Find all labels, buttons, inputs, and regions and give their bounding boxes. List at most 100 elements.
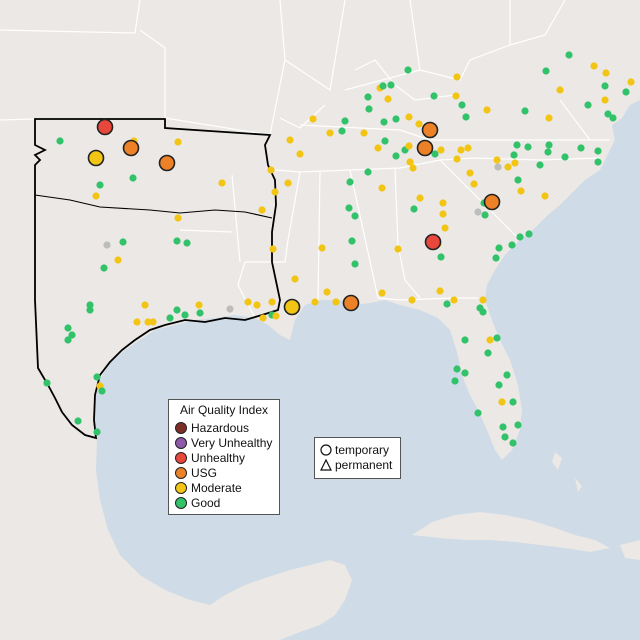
monitor-moderate[interactable] — [323, 288, 331, 296]
monitor-good[interactable] — [493, 334, 501, 342]
monitor-good[interactable] — [86, 301, 94, 309]
monitor-moderate[interactable] — [415, 120, 423, 128]
monitor-good[interactable] — [364, 168, 372, 176]
monitor-moderate[interactable] — [405, 142, 413, 150]
monitor-good[interactable] — [351, 212, 359, 220]
monitor-moderate[interactable] — [309, 115, 317, 123]
monitor-moderate[interactable] — [457, 146, 465, 154]
monitor-good[interactable] — [513, 141, 521, 149]
monitor-good[interactable] — [609, 114, 617, 122]
monitor-good[interactable] — [351, 260, 359, 268]
monitor-good[interactable] — [346, 178, 354, 186]
monitor-good[interactable] — [594, 158, 602, 166]
monitor-good[interactable] — [181, 311, 189, 319]
monitor-moderate[interactable] — [258, 206, 266, 214]
monitor-good[interactable] — [98, 387, 106, 395]
monitor-moderate[interactable] — [268, 298, 276, 306]
monitor-good[interactable] — [492, 254, 500, 262]
monitor-moderate[interactable] — [267, 166, 275, 174]
monitor-moderate[interactable] — [332, 298, 340, 306]
monitor-good[interactable] — [379, 82, 387, 90]
monitor-no-data[interactable] — [474, 208, 482, 216]
temporary-monitor-moderate[interactable] — [87, 149, 105, 167]
monitor-moderate[interactable] — [133, 318, 141, 326]
monitor-good[interactable] — [481, 211, 489, 219]
temporary-monitor-usg[interactable] — [416, 139, 434, 157]
monitor-good[interactable] — [514, 421, 522, 429]
monitor-moderate[interactable] — [453, 155, 461, 163]
monitor-good[interactable] — [348, 237, 356, 245]
monitor-moderate[interactable] — [318, 244, 326, 252]
monitor-good[interactable] — [453, 365, 461, 373]
monitor-moderate[interactable] — [144, 318, 152, 326]
monitor-moderate[interactable] — [286, 136, 294, 144]
monitor-moderate[interactable] — [511, 159, 519, 167]
monitor-good[interactable] — [577, 144, 585, 152]
monitor-moderate[interactable] — [416, 194, 424, 202]
monitor-moderate[interactable] — [405, 113, 413, 121]
monitor-good[interactable] — [341, 117, 349, 125]
temporary-monitor-unhealthy[interactable] — [424, 233, 442, 251]
monitor-moderate[interactable] — [590, 62, 598, 70]
monitor-good[interactable] — [430, 92, 438, 100]
temporary-monitor-usg[interactable] — [158, 154, 176, 172]
monitor-moderate[interactable] — [541, 192, 549, 200]
monitor-moderate[interactable] — [195, 301, 203, 309]
monitor-good[interactable] — [68, 331, 76, 339]
monitor-moderate[interactable] — [466, 169, 474, 177]
monitor-moderate[interactable] — [602, 69, 610, 77]
monitor-moderate[interactable] — [483, 106, 491, 114]
monitor-moderate[interactable] — [311, 298, 319, 306]
monitor-good[interactable] — [516, 233, 524, 241]
monitor-good[interactable] — [536, 161, 544, 169]
monitor-moderate[interactable] — [114, 256, 122, 264]
monitor-moderate[interactable] — [441, 224, 449, 232]
monitor-good[interactable] — [86, 306, 94, 314]
monitor-moderate[interactable] — [493, 156, 501, 164]
monitor-good[interactable] — [495, 381, 503, 389]
monitor-good[interactable] — [565, 51, 573, 59]
monitor-good[interactable] — [461, 369, 469, 377]
monitor-good[interactable] — [474, 409, 482, 417]
monitor-moderate[interactable] — [174, 214, 182, 222]
monitor-good[interactable] — [96, 181, 104, 189]
monitor-good[interactable] — [542, 67, 550, 75]
monitor-good[interactable] — [392, 152, 400, 160]
monitor-moderate[interactable] — [545, 114, 553, 122]
monitor-good[interactable] — [380, 118, 388, 126]
monitor-good[interactable] — [173, 237, 181, 245]
monitor-good[interactable] — [525, 230, 533, 238]
monitor-moderate[interactable] — [384, 95, 392, 103]
monitor-good[interactable] — [462, 113, 470, 121]
temporary-monitor-usg[interactable] — [483, 193, 501, 211]
monitor-moderate[interactable] — [406, 158, 414, 166]
monitor-moderate[interactable] — [436, 287, 444, 295]
monitor-good[interactable] — [100, 264, 108, 272]
monitor-good[interactable] — [392, 115, 400, 123]
monitor-points[interactable] — [43, 51, 635, 447]
monitor-moderate[interactable] — [453, 73, 461, 81]
monitor-moderate[interactable] — [479, 296, 487, 304]
monitor-moderate[interactable] — [394, 245, 402, 253]
monitor-moderate[interactable] — [517, 187, 525, 195]
monitor-good[interactable] — [431, 150, 439, 158]
monitor-moderate[interactable] — [556, 86, 564, 94]
monitor-good[interactable] — [622, 88, 630, 96]
monitor-good[interactable] — [364, 93, 372, 101]
monitor-good[interactable] — [601, 82, 609, 90]
monitor-moderate[interactable] — [259, 314, 267, 322]
monitor-good[interactable] — [604, 110, 612, 118]
monitor-good[interactable] — [509, 398, 517, 406]
monitor-moderate[interactable] — [272, 312, 280, 320]
monitor-good[interactable] — [93, 428, 101, 436]
monitor-good[interactable] — [521, 107, 529, 115]
monitor-good[interactable] — [495, 244, 503, 252]
monitor-moderate[interactable] — [253, 301, 261, 309]
monitor-good[interactable] — [584, 101, 592, 109]
monitor-moderate[interactable] — [486, 336, 494, 344]
monitor-moderate[interactable] — [374, 144, 382, 152]
monitor-good[interactable] — [381, 137, 389, 145]
monitor-moderate[interactable] — [450, 296, 458, 304]
monitor-good[interactable] — [93, 373, 101, 381]
